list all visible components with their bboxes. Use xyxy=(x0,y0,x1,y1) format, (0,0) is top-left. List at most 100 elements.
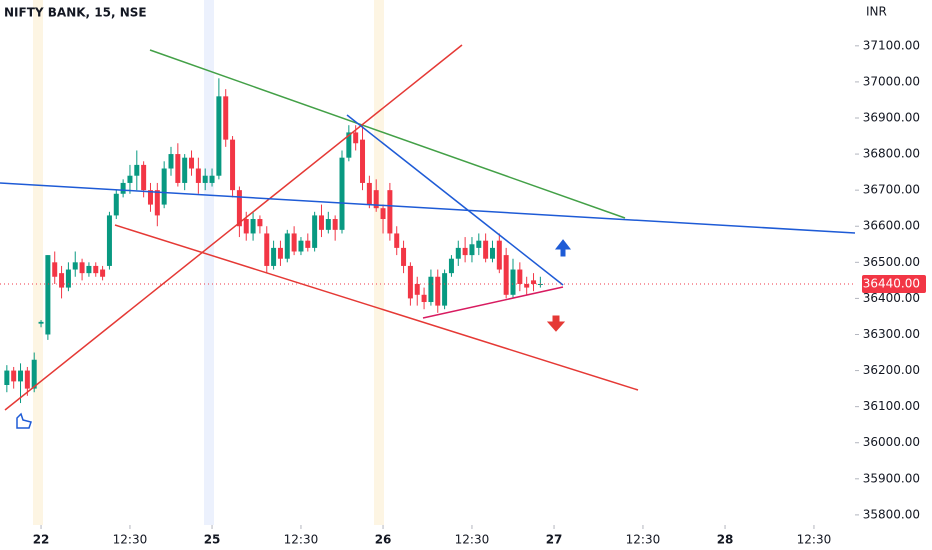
candle-body xyxy=(18,370,24,382)
y-tick-label: 36600.00 xyxy=(863,219,920,233)
y-tick-label: 36400.00 xyxy=(863,291,920,305)
candle-body xyxy=(59,273,65,288)
trend-line xyxy=(114,224,639,391)
candle-body xyxy=(243,219,249,234)
candle-body xyxy=(65,269,71,288)
candle-body xyxy=(455,247,461,259)
candle-body xyxy=(175,154,181,183)
candle-body xyxy=(401,247,407,266)
candle-body xyxy=(182,157,188,183)
trend-line xyxy=(0,182,856,234)
candle-body xyxy=(106,215,112,266)
x-tick-label: 12:30 xyxy=(626,533,661,547)
y-tick-label: 37000.00 xyxy=(863,74,920,88)
x-tick-label: 28 xyxy=(717,533,734,547)
candle-body xyxy=(154,190,160,216)
candle-body xyxy=(134,164,140,176)
drawings xyxy=(0,44,856,429)
candle-body xyxy=(517,269,523,284)
candle-body xyxy=(305,240,311,248)
trend-line xyxy=(149,49,626,219)
hand-icon xyxy=(16,412,32,429)
x-tick-label: 12:30 xyxy=(455,533,490,547)
x-tick-label: 12:30 xyxy=(797,533,832,547)
x-tick-label: 12:30 xyxy=(113,533,148,547)
trend-line xyxy=(422,286,564,319)
candle-body xyxy=(346,132,352,158)
candle-body xyxy=(4,370,10,385)
candle-body xyxy=(380,208,386,220)
candle-body xyxy=(147,190,153,205)
y-tick-label: 36000.00 xyxy=(863,435,920,449)
candle-body xyxy=(284,233,290,259)
plot-area xyxy=(4,78,543,404)
trend-line xyxy=(346,114,564,286)
candle-body xyxy=(223,96,229,140)
y-tick-label: 36200.00 xyxy=(863,363,920,377)
arrow-up xyxy=(554,239,572,257)
candle-body xyxy=(100,269,106,277)
x-tick-label: 12:30 xyxy=(284,533,319,547)
arrow-down xyxy=(546,315,566,332)
candle-body xyxy=(93,265,99,274)
candle-body xyxy=(394,233,400,248)
y-tick-label: 36500.00 xyxy=(863,255,920,269)
candle-body xyxy=(24,370,30,389)
candle-body xyxy=(31,359,37,389)
candle-body xyxy=(291,233,297,252)
candle-body xyxy=(489,247,495,259)
candle-body xyxy=(407,265,413,299)
candle-body xyxy=(353,132,359,144)
candle-body xyxy=(79,262,85,274)
candle-body xyxy=(360,139,366,183)
candle-body xyxy=(189,157,195,169)
y-tick-label: 36800.00 xyxy=(863,147,920,161)
candle-body xyxy=(120,182,126,194)
candle-body xyxy=(72,262,78,270)
candle-body xyxy=(271,247,277,266)
candle-body xyxy=(448,258,454,274)
candle-body xyxy=(277,247,283,259)
candle-body xyxy=(524,283,530,288)
candle-body xyxy=(141,164,147,191)
x-tick-label: 22 xyxy=(33,533,50,547)
candle-body xyxy=(161,168,167,205)
session-band xyxy=(374,0,384,525)
last-price-box xyxy=(862,274,926,293)
candle-body xyxy=(428,276,434,303)
candle-body xyxy=(387,190,393,234)
candle-body xyxy=(332,219,338,230)
candle-body xyxy=(469,244,475,256)
candle-body xyxy=(264,233,270,266)
candle-body xyxy=(531,280,537,284)
candle-body xyxy=(366,182,372,205)
candle-body xyxy=(113,193,119,216)
x-tick-label: 26 xyxy=(375,533,392,547)
y-tick-label: 36300.00 xyxy=(863,327,920,341)
candle-body xyxy=(250,219,256,234)
candle-body xyxy=(209,175,215,183)
candle-body xyxy=(510,269,516,295)
candle-body xyxy=(86,265,92,274)
candle-body xyxy=(45,255,51,335)
session-band xyxy=(204,0,214,525)
candle-body xyxy=(414,283,420,295)
candle-body xyxy=(373,190,379,209)
candle-body xyxy=(483,240,489,259)
candle-body xyxy=(462,247,468,256)
candle-body xyxy=(325,219,331,230)
session-bands xyxy=(33,0,384,525)
candle-body xyxy=(435,276,441,306)
y-tick-label: 36100.00 xyxy=(863,399,920,413)
last-price-label: 36440.00 xyxy=(863,276,920,290)
candle-body xyxy=(38,321,44,324)
candle-body xyxy=(230,139,236,191)
session-band xyxy=(33,0,43,525)
candle-body xyxy=(312,215,318,248)
candle-body xyxy=(257,219,263,227)
y-axis-label: INR xyxy=(866,5,887,19)
candle-body xyxy=(503,255,509,295)
x-tick-label: 25 xyxy=(204,533,221,547)
